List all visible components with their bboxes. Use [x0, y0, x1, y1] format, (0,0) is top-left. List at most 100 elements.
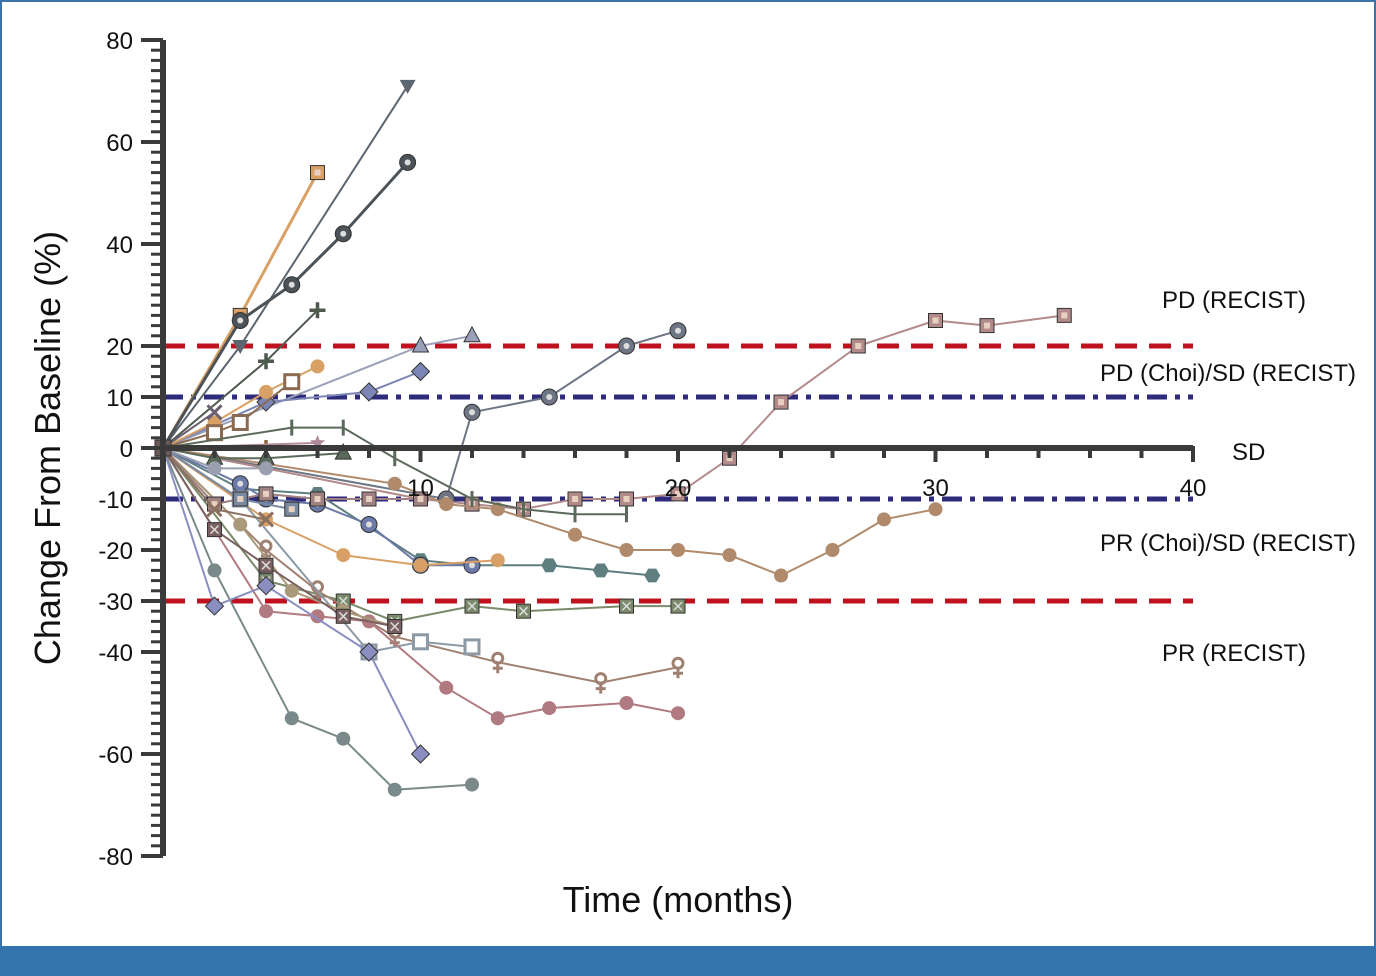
- series-2-point-3-dot: [340, 230, 347, 237]
- series-16-point-1: [259, 539, 273, 553]
- series-17-point-3: [412, 633, 429, 651]
- series-0-point-1: [232, 340, 249, 354]
- series-2-line: [161, 161, 409, 449]
- series-19-point-1: [233, 517, 248, 532]
- x-tick-label: 10: [407, 475, 434, 502]
- series-15-point-4-x: [467, 601, 477, 611]
- series-9-point-8-core: [778, 399, 784, 406]
- y-tick-label: 80: [106, 28, 133, 55]
- series-3-point-2: [309, 302, 326, 319]
- series-8-point-5-dot: [675, 327, 681, 334]
- series-18-point-8: [671, 706, 685, 721]
- series-10-point-11: [928, 502, 943, 517]
- y-axis-title: Change From Baseline (%): [27, 231, 68, 665]
- series-18-point-6: [542, 701, 557, 716]
- figure-frame: [0, 0, 1376, 946]
- series-10: [162, 447, 943, 583]
- series-10-point-6: [671, 543, 685, 557]
- series-24-point-2: [257, 511, 275, 528]
- series-6-point-2: [259, 384, 273, 399]
- series-8-point-2-dot: [469, 409, 475, 416]
- reference-lines: [163, 343, 1193, 604]
- series-13-point-6-dot: [469, 562, 475, 569]
- series-22-point-3-x: [338, 611, 348, 621]
- series-22: [162, 447, 403, 634]
- series-29: [162, 447, 300, 517]
- series-0-point-2: [399, 79, 416, 94]
- series-8-line: [162, 329, 679, 500]
- series-25-line: [162, 447, 344, 460]
- series-20-point-2: [284, 711, 299, 726]
- series-23: [162, 447, 428, 512]
- series-16-point-6-cross: [673, 668, 683, 679]
- axes-layer: [141, 38, 1195, 858]
- x-tick-label: 40: [1180, 475, 1207, 502]
- series-4: [162, 325, 481, 449]
- reference-line-labels: PD (RECIST) PD (Choi)/SD (RECIST) SD PR (Ch…: [1100, 287, 1356, 667]
- series-8: [162, 322, 687, 508]
- series-16-point-5-cross: [595, 683, 606, 694]
- series-24: [162, 447, 275, 528]
- series-13-point-4-dot: [366, 521, 372, 528]
- series-28: [162, 404, 223, 449]
- series-10-point-1: [387, 476, 402, 491]
- series-9-point-6-core: [675, 490, 681, 497]
- series-18-point-2: [310, 609, 325, 624]
- series-9-point-12-core: [1061, 312, 1068, 319]
- series-21-point-3: [359, 642, 379, 662]
- reference-label-1: PD (Choi)/SD (RECIST): [1100, 360, 1356, 387]
- series-20-point-5: [465, 777, 479, 792]
- y-tick-label: 20: [106, 334, 133, 361]
- series-10-point-2: [439, 497, 454, 512]
- series-29-point-1-core: [237, 496, 244, 502]
- series-20-point-4: [387, 782, 402, 797]
- series-3-point-1: [258, 353, 274, 370]
- y-tick-label: 60: [106, 130, 133, 157]
- series-10-point-9: [825, 543, 840, 557]
- series-15-point-5-x: [518, 606, 529, 616]
- series-22-point-4-x: [390, 621, 400, 632]
- series-21-point-1: [204, 596, 225, 616]
- series-22-point-1-x: [209, 525, 220, 535]
- series-7-point-1: [206, 424, 223, 442]
- series-18-point-5: [490, 711, 505, 726]
- change-from-baseline-chart: 80 60 40 20 10 0 -10 -20 -30 -40 -60 -80 10 20 30 40 PD…: [27, 28, 1356, 920]
- series-12-point-6: [592, 563, 609, 578]
- y-tick-label: -10: [98, 487, 133, 514]
- series-4-point-2: [463, 325, 481, 343]
- reference-label-4: PR (RECIST): [1162, 640, 1306, 667]
- series-14: [162, 447, 505, 573]
- series-6-point-3: [310, 359, 325, 374]
- y-tick-label: 40: [106, 232, 133, 259]
- series-2-point-2-dot: [288, 281, 295, 288]
- series-7: [162, 373, 301, 449]
- series-9-point-9-core: [855, 343, 862, 349]
- series-18-point-4: [439, 680, 454, 695]
- series-9-point-4-core: [572, 496, 578, 502]
- series-15-point-7-x: [673, 601, 683, 611]
- series-18-point-7: [619, 696, 634, 710]
- series-17-point-4: [463, 638, 481, 656]
- x-axis-title: Time (months): [563, 879, 794, 920]
- series-9-point-7-core: [726, 455, 733, 462]
- series-21: [162, 447, 431, 764]
- series-21-point-2: [256, 575, 276, 596]
- series-20-point-3: [336, 731, 351, 746]
- series-5-point-3: [410, 361, 431, 382]
- series-24-point-1: [206, 501, 223, 518]
- series-28-point-1: [206, 404, 223, 421]
- x-tick-label: 30: [922, 475, 949, 502]
- series-10-point-5: [619, 543, 634, 557]
- series-4-point-1: [411, 335, 430, 353]
- y-tick-label: -40: [98, 640, 133, 667]
- series-7-point-3: [283, 373, 301, 391]
- series-11-line: [162, 426, 627, 516]
- y-tick-label: -30: [98, 589, 133, 616]
- series-0: [162, 79, 416, 449]
- series-27-point-1: [309, 434, 326, 450]
- series-10-point-7: [722, 548, 737, 563]
- series-11: [162, 419, 628, 523]
- series-13-point-1-dot: [237, 480, 244, 487]
- reference-label-3: PR (Choi)/SD (RECIST): [1100, 530, 1356, 557]
- series-20: [162, 447, 479, 797]
